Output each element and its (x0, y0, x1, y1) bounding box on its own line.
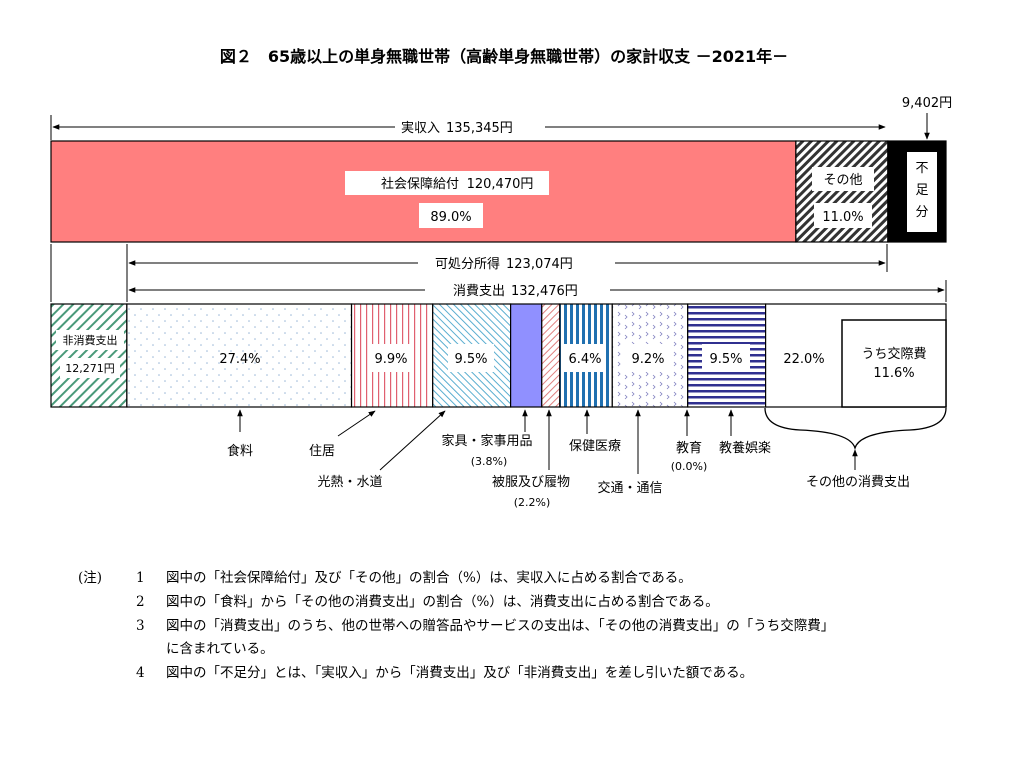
other-consumption-brace (764, 407, 947, 451)
clothing-percent: (2.2%) (514, 496, 551, 509)
furniture-label: 家具・家事用品 (441, 433, 532, 449)
other-income-label-box (812, 167, 874, 191)
culture-pct-box (702, 344, 750, 372)
medical-label: 保健医療 (569, 439, 621, 454)
expenditure-segment-5 (541, 303, 561, 408)
other-income-percent: 11.0% (822, 210, 863, 225)
transport-percent: 9.2% (631, 352, 664, 367)
note-num: 3 (136, 618, 145, 634)
medical-pct-box (564, 344, 606, 372)
income-total-value: 135,345円 (446, 121, 513, 136)
expenditure-segment-1 (126, 303, 353, 408)
other-consumption-label: その他の消費支出 (806, 475, 910, 490)
chart-title: 図２ 65歳以上の単身無職世帯（高齢単身無職世帯）の家計収支 －2021年－ (220, 47, 788, 66)
note-text: 図中の「不足分」とは、「実収入」から「消費支出」及び「非消費支出」を差し引いた額… (166, 665, 753, 681)
furniture-percent: (3.8%) (471, 455, 508, 468)
other-income-name: その他 (823, 173, 862, 188)
housing-percent: 9.9% (374, 352, 407, 367)
deficit-value: 9,402円 (902, 96, 952, 111)
fuel-arrow (379, 410, 446, 471)
non-consumption-value: 12,271円 (65, 362, 115, 375)
note-num: 2 (136, 594, 145, 610)
food-percent: 27.4% (219, 352, 260, 367)
deficit-label-box (907, 152, 937, 232)
non-consumption-segment (50, 303, 128, 408)
culture-percent: 9.5% (709, 352, 742, 367)
non-consumption-value-box (60, 358, 120, 378)
note-text: に含まれている。 (166, 641, 274, 657)
other-consumption-percent: 22.0% (783, 352, 824, 367)
housing-pct-box (368, 344, 414, 372)
social-expense-box (841, 319, 947, 408)
social-expense-percent: 11.6% (873, 366, 914, 381)
education-label: 教育 (676, 440, 702, 456)
food-label: 食料 (227, 443, 253, 459)
social-security-pct-box (419, 203, 483, 228)
other-income-pct-box (814, 203, 872, 228)
medical-percent: 6.4% (568, 352, 601, 367)
income-total-label: 実収入 (401, 120, 440, 136)
consumption-value: 132,476円 (511, 284, 578, 299)
note-text: 図中の「社会保障給付」及び「その他」の割合（%）は、実収入に占める割合である。 (166, 569, 692, 586)
fuel-label: 光熱・水道 (317, 475, 382, 490)
transport-pct-box (624, 344, 672, 372)
housing-label: 住居 (309, 444, 335, 459)
disposable-value: 123,074円 (506, 257, 573, 272)
housing-arrow (337, 410, 376, 437)
social-security-value: 120,470円 (467, 177, 534, 192)
disposable-label: 可処分所得 (435, 256, 500, 272)
fuel-pct-box (448, 344, 494, 372)
note-num: 4 (136, 665, 145, 681)
consumption-label: 消費支出 (453, 284, 505, 299)
clothing-label: 被服及び履物 (492, 475, 570, 490)
non-consumption-name: 非消費支出 (63, 333, 118, 347)
expenditure-segment-4 (510, 303, 543, 408)
notes: 1 図中の「社会保障給付」及び「その他」の割合（%）は、実収入に占める割合である… (136, 569, 834, 681)
non-consumption-label-box (56, 330, 124, 350)
social-security-name: 社会保障給付 (381, 176, 459, 192)
education-percent: (0.0%) (671, 460, 708, 473)
fuel-percent: 9.5% (454, 352, 487, 367)
note-text: 図中の「食料」から「その他の消費支出」の割合（%）は、消費支出に占める割合である… (166, 593, 719, 610)
transport-label: 交通・通信 (597, 480, 662, 496)
note-text: 図中の「消費支出」のうち、他の世帯への贈答品やサービスの支出は、「その他の消費支… (166, 617, 834, 634)
social-security-percent: 89.0% (430, 210, 471, 225)
social-expense-name: うち交際費 (861, 346, 926, 362)
social-security-label-box (345, 171, 549, 195)
culture-label: 教養娯楽 (719, 440, 771, 456)
note-num: 1 (136, 570, 145, 586)
deficit-name: 不足分 (915, 161, 928, 220)
notes-heading: (注) (78, 570, 102, 586)
